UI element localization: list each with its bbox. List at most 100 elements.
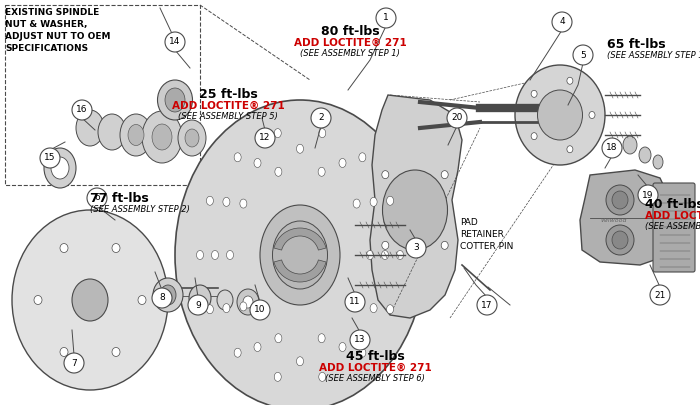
Text: 6: 6: [94, 194, 100, 202]
Ellipse shape: [515, 65, 605, 165]
Ellipse shape: [359, 153, 366, 162]
Ellipse shape: [367, 251, 374, 260]
Ellipse shape: [382, 170, 447, 250]
Text: 25 ft-lbs: 25 ft-lbs: [199, 88, 258, 101]
Circle shape: [188, 295, 208, 315]
Text: PAD: PAD: [460, 218, 477, 227]
Ellipse shape: [353, 302, 360, 311]
Text: 45 ft-lbs: 45 ft-lbs: [346, 350, 405, 363]
Ellipse shape: [318, 129, 326, 138]
Text: 20: 20: [452, 113, 463, 122]
Text: SPECIFICATIONS: SPECIFICATIONS: [5, 44, 88, 53]
Text: 10: 10: [254, 305, 266, 315]
Ellipse shape: [589, 111, 595, 119]
Text: ADD LOCTITE® 271: ADD LOCTITE® 271: [172, 101, 284, 111]
Polygon shape: [370, 95, 462, 318]
Ellipse shape: [189, 285, 211, 311]
Ellipse shape: [175, 100, 425, 405]
Polygon shape: [580, 170, 668, 265]
Circle shape: [165, 32, 185, 52]
Ellipse shape: [153, 278, 183, 312]
Ellipse shape: [34, 296, 42, 305]
Ellipse shape: [275, 334, 282, 343]
Ellipse shape: [240, 302, 247, 311]
Ellipse shape: [223, 197, 230, 207]
Ellipse shape: [165, 88, 185, 112]
Text: (SEE ASSEMBLY STEP 5): (SEE ASSEMBLY STEP 5): [178, 112, 278, 121]
Ellipse shape: [386, 196, 393, 205]
Text: ADJUST NUT TO OEM: ADJUST NUT TO OEM: [5, 32, 111, 41]
Circle shape: [87, 188, 107, 208]
Ellipse shape: [653, 155, 663, 169]
Ellipse shape: [318, 167, 325, 176]
Text: ADD LOCTITE® 271: ADD LOCTITE® 271: [318, 363, 431, 373]
Text: 21: 21: [654, 290, 666, 300]
Ellipse shape: [606, 225, 634, 255]
Ellipse shape: [128, 124, 144, 145]
Bar: [5, 5, 200, 185]
Ellipse shape: [538, 90, 582, 140]
Wedge shape: [274, 228, 326, 250]
Circle shape: [376, 8, 396, 28]
Ellipse shape: [112, 347, 120, 356]
Text: ADD LOCTITE® 271: ADD LOCTITE® 271: [645, 211, 700, 221]
Ellipse shape: [370, 197, 377, 207]
Ellipse shape: [441, 171, 448, 179]
Circle shape: [255, 128, 275, 148]
Text: 17: 17: [482, 301, 493, 309]
Ellipse shape: [623, 136, 637, 154]
Text: 5: 5: [580, 51, 586, 60]
Ellipse shape: [240, 199, 247, 208]
Circle shape: [250, 300, 270, 320]
Ellipse shape: [370, 304, 377, 313]
Circle shape: [638, 185, 658, 205]
Text: RETAINER: RETAINER: [460, 230, 504, 239]
Ellipse shape: [44, 148, 76, 188]
Ellipse shape: [98, 114, 126, 150]
Ellipse shape: [206, 196, 214, 205]
Ellipse shape: [297, 144, 304, 153]
Ellipse shape: [234, 153, 241, 162]
Ellipse shape: [606, 185, 634, 215]
Ellipse shape: [639, 147, 651, 163]
Text: 7: 7: [71, 358, 77, 367]
Text: 3: 3: [413, 243, 419, 252]
Ellipse shape: [12, 210, 168, 390]
Circle shape: [311, 108, 331, 128]
Ellipse shape: [274, 129, 281, 138]
Text: 8: 8: [159, 294, 165, 303]
Text: 11: 11: [349, 298, 360, 307]
Ellipse shape: [243, 296, 253, 308]
Ellipse shape: [217, 290, 233, 310]
Ellipse shape: [178, 120, 206, 156]
Text: 4: 4: [559, 17, 565, 26]
Circle shape: [40, 148, 60, 168]
Text: Wilwood: Wilwood: [601, 217, 627, 222]
Circle shape: [406, 238, 426, 258]
Text: 13: 13: [354, 335, 365, 345]
Text: COTTER PIN: COTTER PIN: [460, 242, 513, 251]
Circle shape: [477, 295, 497, 315]
Circle shape: [345, 292, 365, 312]
Ellipse shape: [382, 171, 388, 179]
Text: 2: 2: [318, 113, 324, 122]
Text: (SEE ASSEMBLY STEP 1): (SEE ASSEMBLY STEP 1): [300, 49, 400, 58]
Text: (SEE ASSEMBLY STEP 6): (SEE ASSEMBLY STEP 6): [325, 374, 425, 383]
Wedge shape: [274, 260, 326, 282]
Ellipse shape: [353, 199, 360, 208]
Ellipse shape: [339, 343, 346, 352]
Ellipse shape: [531, 90, 537, 97]
Text: 80 ft-lbs: 80 ft-lbs: [321, 25, 379, 38]
Text: (SEE ASSEMBLY STEP 1): (SEE ASSEMBLY STEP 1): [607, 51, 700, 60]
Ellipse shape: [275, 167, 282, 176]
Text: (SEE ASSEMBLY STEP 2): (SEE ASSEMBLY STEP 2): [90, 205, 190, 214]
Ellipse shape: [158, 80, 192, 120]
Circle shape: [573, 45, 593, 65]
Circle shape: [350, 330, 370, 350]
Ellipse shape: [72, 279, 108, 321]
Circle shape: [602, 138, 622, 158]
Text: 9: 9: [195, 301, 201, 309]
Ellipse shape: [234, 348, 241, 357]
Text: 18: 18: [606, 143, 617, 153]
Ellipse shape: [185, 129, 199, 147]
